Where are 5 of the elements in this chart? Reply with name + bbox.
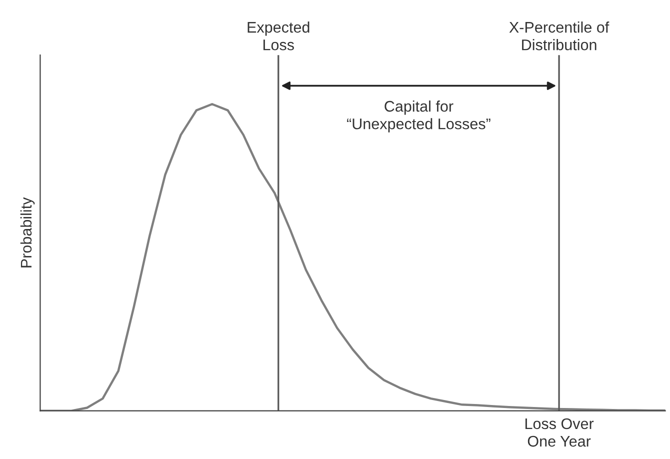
text: X-Percentile of Distribution bbox=[509, 21, 610, 50]
y-axis-title: Probability bbox=[20, 197, 35, 268]
annotation: Capital for “Unexpected Losses” bbox=[347, 100, 490, 132]
text: Expected Loss bbox=[248, 21, 310, 50]
x-axis-title: Loss Over One Year bbox=[525, 418, 594, 447]
